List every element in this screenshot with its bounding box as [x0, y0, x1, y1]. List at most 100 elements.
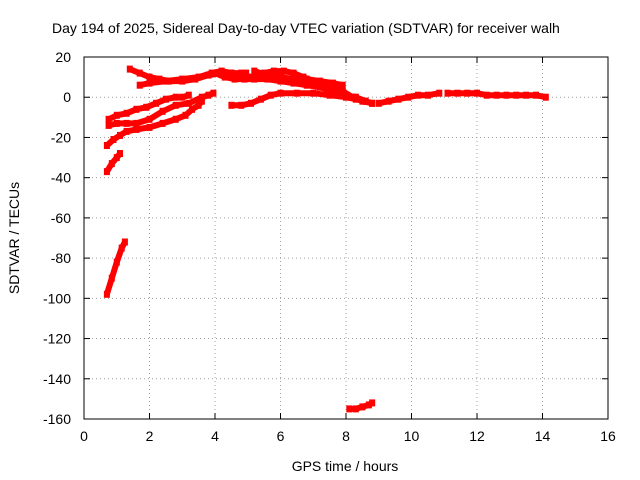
- data-point: [182, 111, 189, 119]
- data-point: [326, 91, 333, 99]
- data-point: [264, 75, 271, 83]
- data-point: [162, 77, 169, 85]
- data-point: [316, 83, 323, 91]
- y-tick-label: -100: [43, 290, 71, 306]
- data-point: [136, 69, 143, 77]
- data-point: [277, 77, 284, 85]
- data-point: [146, 79, 153, 87]
- data-point: [228, 69, 235, 77]
- y-tick-label: -120: [43, 331, 71, 347]
- data-point: [218, 67, 225, 75]
- data-point: [454, 89, 461, 97]
- data-point: [267, 91, 274, 99]
- x-tick-label: 12: [469, 428, 485, 444]
- grid: [84, 57, 608, 419]
- data-point: [303, 75, 310, 83]
- data-point: [123, 127, 130, 135]
- data-point: [277, 73, 284, 81]
- data-point: [133, 105, 140, 113]
- data-point: [179, 93, 186, 101]
- data-point: [133, 119, 140, 127]
- data-point: [316, 77, 323, 85]
- y-tick-label: 0: [63, 89, 71, 105]
- data-point: [123, 109, 130, 117]
- data-point: [103, 142, 110, 149]
- x-tick-label: 6: [277, 428, 285, 444]
- data-point: [121, 238, 128, 246]
- data-point: [159, 107, 166, 115]
- data-point: [238, 101, 245, 109]
- data-point: [346, 405, 353, 413]
- data-point: [329, 79, 336, 87]
- y-axis-label: SDTVAR / TECUs: [6, 182, 22, 294]
- x-tick-label: 16: [600, 428, 616, 444]
- x-tick-label: 14: [535, 428, 551, 444]
- data-point: [113, 154, 120, 162]
- data-layer: [103, 65, 549, 413]
- data-point: [405, 93, 412, 101]
- x-axis-label: GPS time / hours: [292, 458, 399, 474]
- data-point: [293, 89, 300, 97]
- data-point: [110, 136, 117, 143]
- data-point: [208, 69, 215, 77]
- data-point: [415, 91, 421, 99]
- data-point: [365, 401, 372, 409]
- data-point: [105, 121, 112, 129]
- x-tick-label: 8: [342, 428, 350, 444]
- data-point: [162, 95, 169, 103]
- y-tick-label: -160: [43, 411, 71, 427]
- data-point: [159, 119, 166, 127]
- data-point: [113, 258, 120, 266]
- y-tick-label: 20: [55, 49, 71, 65]
- data-point: [108, 160, 115, 168]
- data-point: [210, 89, 217, 97]
- data-point: [172, 93, 179, 101]
- data-point: [248, 99, 254, 107]
- data-point: [241, 75, 248, 83]
- data-point: [375, 99, 382, 107]
- data-point: [352, 405, 359, 413]
- data-point: [195, 73, 202, 81]
- data-point: [118, 244, 125, 252]
- data-point: [303, 81, 310, 89]
- data-point: [231, 75, 238, 83]
- data-point: [146, 73, 153, 81]
- data-point: [290, 79, 297, 87]
- y-tick-label: -140: [43, 371, 71, 387]
- data-point: [185, 99, 192, 107]
- x-tick-label: 2: [146, 428, 154, 444]
- data-point: [424, 91, 431, 99]
- x-tick-label: 4: [211, 428, 219, 444]
- data-point: [179, 75, 186, 83]
- data-point: [103, 290, 110, 298]
- data-point: [251, 75, 258, 83]
- data-point: [172, 101, 179, 109]
- data-point: [369, 399, 376, 407]
- data-point: [343, 93, 349, 101]
- data-point: [257, 95, 264, 103]
- data-point: [359, 403, 366, 411]
- y-tick-label: -40: [51, 170, 71, 186]
- data-point: [133, 125, 140, 133]
- y-tick-label: -60: [51, 210, 71, 226]
- data-point: [212, 69, 218, 77]
- series-track-e: [107, 92, 190, 122]
- data-point: [483, 91, 490, 99]
- data-point: [198, 93, 205, 101]
- data-point: [117, 150, 123, 157]
- data-point: [542, 93, 549, 101]
- data-point: [117, 131, 123, 139]
- data-point: [264, 71, 271, 79]
- data-point: [290, 75, 297, 83]
- data-point: [310, 89, 317, 97]
- data-point: [108, 274, 115, 282]
- data-point: [238, 71, 245, 79]
- data-point: [290, 69, 297, 77]
- data-point: [385, 97, 392, 105]
- data-point: [103, 168, 110, 176]
- data-point: [113, 119, 120, 127]
- data-point: [146, 115, 153, 123]
- data-point: [503, 91, 510, 99]
- x-tick-label: 10: [404, 428, 420, 444]
